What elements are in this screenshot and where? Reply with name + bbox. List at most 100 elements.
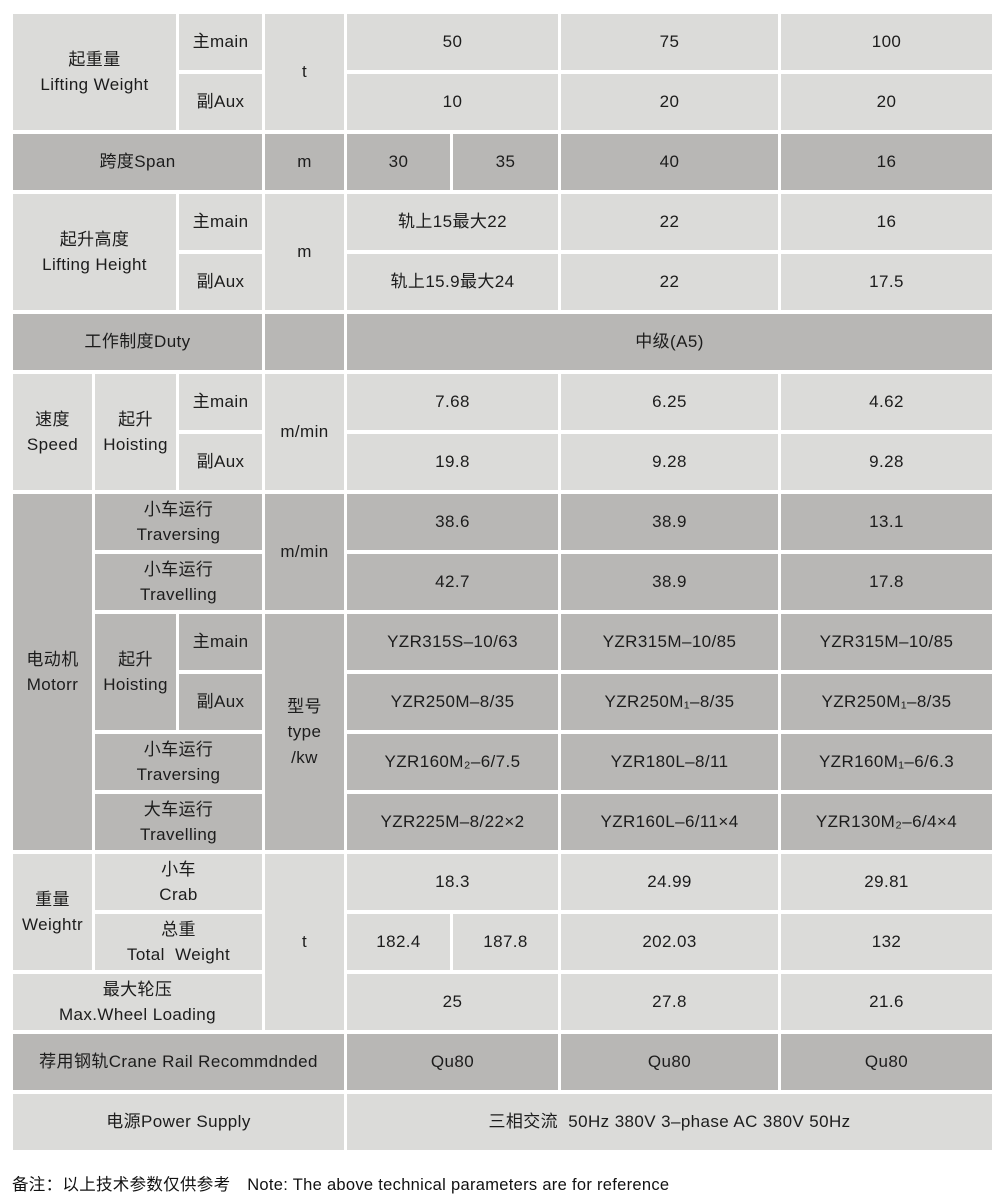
row-speed-aux: 副Aux 19.8 9.28 9.28	[12, 430, 996, 494]
span-value-3: 40	[558, 130, 782, 194]
row-motor-hoist-main: 起升 Hoisting 主main 型号 type /kw YZR315S–10…	[12, 610, 996, 854]
span-value-4: 16	[778, 130, 996, 194]
row-motor-hoist-aux: 副Aux YZR250M–8/35 YZR250M₁–8/35 YZR250M₁…	[12, 670, 996, 734]
lifting-height-aux-value-1: 轨上15.9最大24	[344, 250, 562, 314]
crab-label: 小车 Crab	[91, 850, 266, 914]
lifting-height-aux-value-2: 22	[558, 250, 782, 314]
lifting-weight-aux-value-1: 10	[344, 70, 562, 134]
motor-hoisting-label: 起升 Hoisting	[91, 610, 180, 734]
max-wheel-value-2: 27.8	[558, 970, 782, 1034]
lifting-weight-main-value-3: 100	[778, 10, 996, 74]
motor-traversing-value-2: YZR180L–8/11	[558, 730, 782, 794]
span-label: 跨度Span	[9, 130, 266, 194]
motor-traversing-value-1: YZR160M₂–6/7.5	[344, 730, 562, 794]
lifting-height-unit: m	[262, 190, 348, 314]
traversing-speed-value-1: 38.6	[344, 490, 562, 554]
speed-main-value-1: 7.68	[344, 370, 562, 434]
lifting-height-label: 起升高度 Lifting Height	[9, 190, 180, 314]
row-motor-traversing: 小车运行 Traversing YZR160M₂–6/7.5 YZR180L–8…	[12, 730, 996, 794]
lifting-weight-label: 起重量 Lifting Weight	[9, 10, 180, 134]
motor-hoist-aux-value-2: YZR250M₁–8/35	[558, 670, 782, 734]
speed-aux-value-2: 9.28	[558, 430, 782, 494]
footnote: 备注：以上技术参数仅供参考 Note: The above technical …	[12, 1176, 670, 1194]
traversing-speed-label: 小车运行 Traversing	[91, 490, 266, 554]
motor-hoist-aux-value-1: YZR250M–8/35	[344, 670, 562, 734]
lifting-weight-unit: t	[262, 10, 348, 134]
motor-hoist-main-value-3: YZR315M–10/85	[778, 610, 996, 674]
row-lifting-weight-main: 起重量 Lifting Weight 主main t 50 75 100	[9, 10, 996, 134]
lifting-height-main-value-3: 16	[778, 190, 996, 254]
total-weight-value-2: 187.8	[450, 910, 562, 974]
speed-unit: m/min	[262, 370, 348, 494]
lifting-weight-main-value-2: 75	[558, 10, 782, 74]
motor-traversing-value-3: YZR160M₁–6/6.3	[778, 730, 996, 794]
lifting-weight-main-label: 主main	[176, 10, 266, 74]
max-wheel-loading-label: 最大轮压 Max.Wheel Loading	[9, 970, 266, 1034]
speed-main-value-2: 6.25	[558, 370, 782, 434]
travelling-speed-value-3: 17.8	[778, 550, 996, 614]
row-traversing-speed: 电动机 Motorr 小车运行 Traversing m/min 38.6 38…	[10, 490, 996, 854]
motor-main-label: 主main	[176, 610, 266, 674]
row-speed-main: 速度 Speed 起升 Hoisting 主main m/min 7.68 6.…	[10, 370, 996, 494]
speed-hoisting-label: 起升 Hoisting	[91, 370, 180, 494]
motor-travelling-label: 大车运行 Travelling	[91, 790, 266, 854]
lifting-height-main-label: 主main	[176, 190, 266, 254]
motor-aux-label: 副Aux	[176, 670, 266, 734]
crab-value-2: 24.99	[558, 850, 782, 914]
power-supply-value: 三相交流 50Hz 380V 3–phase AC 380V 50Hz	[344, 1090, 996, 1154]
span-value-1: 30	[344, 130, 454, 194]
duty-label: 工作制度Duty	[9, 310, 266, 374]
motor-label: 电动机 Motorr	[10, 490, 95, 854]
total-weight-value-1: 182.4	[344, 910, 454, 974]
row-lifting-height-main: 起升高度 Lifting Height 主main m 轨上15最大22 22 …	[9, 190, 996, 314]
row-crane-rail: 荐用钢轨Crane Rail Recommdnded Qu80 Qu80 Qu8…	[9, 1030, 996, 1094]
lifting-height-aux-label: 副Aux	[176, 250, 266, 314]
total-weight-label: 总重 Total Weight	[91, 910, 266, 974]
row-span: 跨度Span m 30 35 40 16	[9, 130, 996, 194]
speed-main-value-3: 4.62	[778, 370, 996, 434]
row-max-wheel-loading: 最大轮压 Max.Wheel Loading 25 27.8 21.6	[9, 970, 996, 1034]
travelling-speed-value-2: 38.9	[558, 550, 782, 614]
motor-hoist-aux-value-3: YZR250M₁–8/35	[778, 670, 996, 734]
motor-hoist-main-value-1: YZR315S–10/63	[344, 610, 562, 674]
crane-rail-value-1: Qu80	[344, 1030, 562, 1094]
lifting-height-main-value-2: 22	[558, 190, 782, 254]
motor-travelling-value-1: YZR225M–8/22×2	[344, 790, 562, 854]
row-lifting-height-aux: 副Aux 轨上15.9最大24 22 17.5	[12, 250, 996, 314]
speed-aux-value-3: 9.28	[778, 430, 996, 494]
crane-rail-value-3: Qu80	[778, 1030, 996, 1094]
duty-value: 中级(A5)	[344, 310, 996, 374]
row-lifting-weight-aux: 副Aux 10 20 20	[12, 70, 996, 134]
row-duty: 工作制度Duty 中级(A5)	[9, 310, 996, 374]
crane-rail-label: 荐用钢轨Crane Rail Recommdnded	[9, 1030, 348, 1094]
crane-spec-table: 起重量 Lifting Weight 主main t 50 75 100 副Au…	[9, 10, 996, 1154]
row-motor-travelling: 大车运行 Travelling YZR225M–8/22×2 YZR160L–6…	[12, 790, 996, 854]
speed-aux-value-1: 19.8	[344, 430, 562, 494]
traversing-speed-value-2: 38.9	[558, 490, 782, 554]
row-power-supply: 电源Power Supply 三相交流 50Hz 380V 3–phase AC…	[9, 1090, 996, 1154]
row-travelling-speed: 小车运行 Travelling 42.7 38.9 17.8	[12, 550, 996, 614]
travelling-speed-value-1: 42.7	[344, 550, 562, 614]
speed-main-label: 主main	[176, 370, 266, 434]
lifting-height-main-value-1: 轨上15最大22	[344, 190, 562, 254]
crab-value-1: 18.3	[344, 850, 562, 914]
crab-value-3: 29.81	[778, 850, 996, 914]
power-supply-label: 电源Power Supply	[9, 1090, 348, 1154]
traversing-speed-value-3: 13.1	[778, 490, 996, 554]
speed-label: 速度 Speed	[10, 370, 95, 494]
motor-type-unit: 型号 type /kw	[262, 610, 348, 854]
span-value-2: 35	[450, 130, 562, 194]
motor-travelling-value-3: YZR130M₂–6/4×4	[778, 790, 996, 854]
total-weight-value-3: 202.03	[558, 910, 782, 974]
lifting-weight-aux-value-2: 20	[558, 70, 782, 134]
total-weight-value-4: 132	[778, 910, 996, 974]
row-total-weight: 总重 Total Weight 182.4 187.8 202.03 132	[12, 910, 996, 974]
weight-label: 重量 Weightr	[10, 850, 95, 974]
motor-travelling-value-2: YZR160L–6/11×4	[558, 790, 782, 854]
lifting-weight-aux-value-3: 20	[778, 70, 996, 134]
max-wheel-value-3: 21.6	[778, 970, 996, 1034]
motor-traversing-label: 小车运行 Traversing	[91, 730, 266, 794]
lifting-weight-aux-label: 副Aux	[176, 70, 266, 134]
weight-unit: t	[262, 850, 348, 1034]
